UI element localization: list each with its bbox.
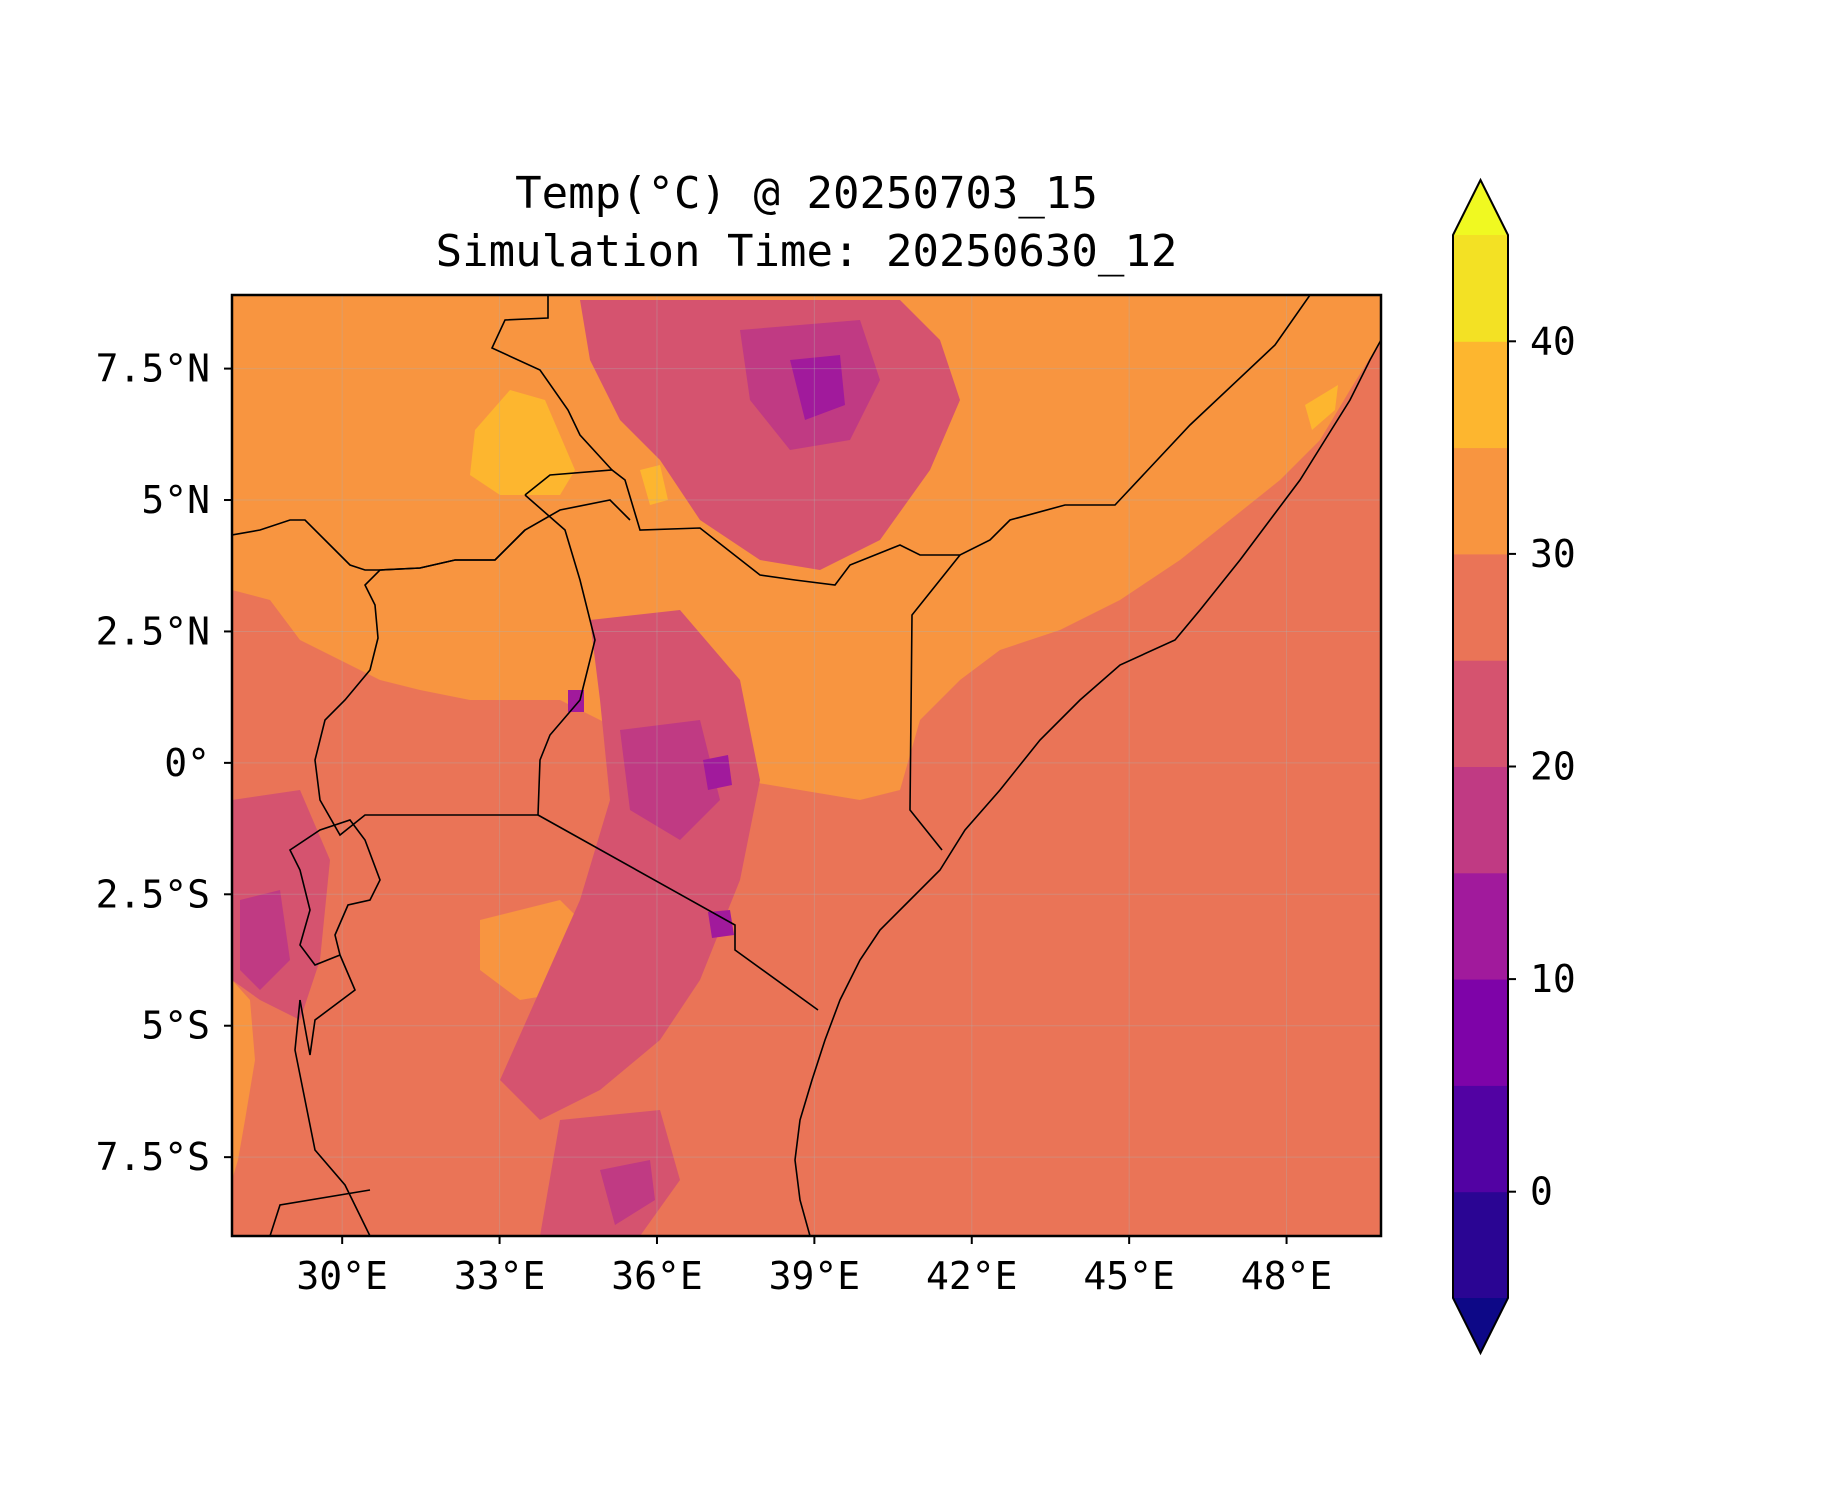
rwanda-burundi-border (288, 819, 381, 1056)
x-tick-label: 36°E (611, 1254, 703, 1298)
y-tick-label: 0° (164, 741, 210, 785)
kenya-tanzania-border (537, 814, 819, 1011)
south-sudan-north-border (490, 295, 613, 471)
colorbar-band (1453, 341, 1508, 449)
hot-patch-kenya (640, 465, 668, 505)
colorbar (1452, 177, 1509, 1356)
x-tick-label: 33°E (454, 1254, 546, 1298)
rwanda-cool-core (240, 890, 290, 990)
colorbar-band (1453, 553, 1508, 661)
colorbar-band (1453, 1085, 1508, 1193)
y-axis: 7.5°N 5°N 2.5°N 0° 2.5°S 5°S 7.5°S (96, 347, 232, 1179)
y-tick-label: 7.5°S (96, 1135, 210, 1179)
kenya-cool-core (620, 720, 720, 840)
x-axis: 30°E 33°E 36°E 39°E 42°E 45°E 48°E (296, 1236, 1332, 1298)
y-tick-label: 7.5°N (96, 347, 210, 391)
y-tick-label: 2.5°N (96, 609, 210, 653)
hot-patch-sudan (470, 390, 575, 495)
colorbar-band (1453, 447, 1508, 555)
colorbar-outline (1452, 177, 1509, 1356)
colorbar-band (1453, 766, 1508, 874)
colorbar-tick-label: 20 (1530, 745, 1576, 789)
warm-region-west (232, 980, 255, 1180)
kenya-somalia-border (909, 554, 961, 851)
x-tick-label: 39°E (769, 1254, 861, 1298)
colorbar-tick-label: 30 (1530, 532, 1576, 576)
coastline (794, 339, 1381, 1236)
hot-patch-somalia (1305, 385, 1338, 430)
sudan-border (232, 499, 631, 571)
ethiopia-peak (790, 355, 845, 420)
temperature-field (232, 295, 1381, 1236)
colorbar-extend-max (1453, 180, 1508, 235)
colorbar-band (1453, 660, 1508, 767)
colorbar-extend-min (1453, 1298, 1508, 1353)
borders (232, 295, 1381, 1236)
colorbar-band (1453, 1191, 1508, 1299)
elgon-peak (568, 690, 584, 712)
x-tick-label: 48°E (1241, 1254, 1333, 1298)
y-tick-label: 5°S (141, 1004, 210, 1048)
colorbar-band (1453, 979, 1508, 1086)
x-tick-label: 30°E (296, 1254, 388, 1298)
x-tick-label: 42°E (926, 1254, 1018, 1298)
somalia-ethiopia-border (524, 295, 1311, 586)
x-tick-label: 45°E (1083, 1254, 1175, 1298)
mt-kenya-peak (703, 755, 732, 790)
colorbar-ticks: 0 10 20 30 40 (1508, 319, 1576, 1214)
colorbar-tick-label: 0 (1530, 1170, 1553, 1214)
colorbar-tick-label: 10 (1530, 957, 1576, 1001)
tanzania-cool-core (600, 1160, 655, 1225)
map-subtitle: Simulation Time: 20250630_12 (435, 226, 1178, 277)
map-frame (230, 293, 1383, 1238)
gridlines (232, 295, 1381, 1236)
colorbar-tick-label: 40 (1530, 319, 1576, 363)
map-title: Temp(°C) @ 20250703_15 (515, 168, 1098, 219)
colorbar-band (1453, 235, 1508, 342)
zambia-border (269, 1189, 371, 1236)
colorbar-band (1453, 872, 1508, 980)
kilimanjaro-peak (708, 910, 734, 938)
y-tick-label: 5°N (141, 478, 210, 522)
y-tick-label: 2.5°S (96, 872, 210, 916)
